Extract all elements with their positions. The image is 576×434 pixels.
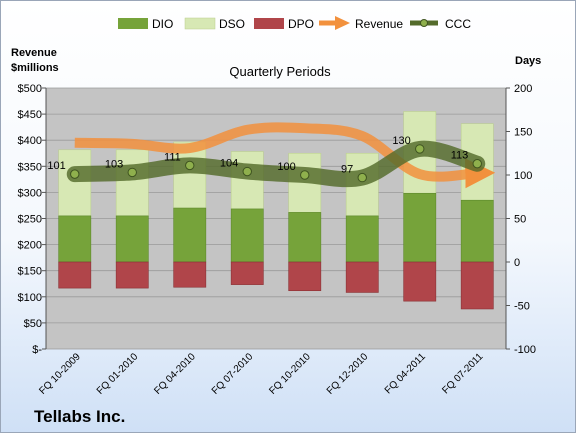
right-axis-label: Days [515,55,541,67]
right-axis-ticks: 200 150 100 50 0 -50 -100 [505,83,536,356]
left-tick-label: $400 [18,135,42,147]
x-category-label: FQ 12-2010 [325,351,371,397]
dso-bar [58,149,92,217]
dio-bar [173,207,207,263]
dio-bar [345,215,379,263]
ccc-point [70,169,80,179]
ccc-point [415,144,425,154]
dpo-bar [230,261,264,285]
dio-bar [460,199,494,263]
left-tick-label: $50 [24,318,42,330]
dso-bar [115,149,149,217]
ccc-ribbon [66,140,486,188]
ccc-value-label: 113 [451,150,469,162]
legend-dpo-swatch [254,18,284,29]
legend-ccc-label: CCC [445,17,471,31]
legend-dpo-label: DPO [288,17,314,31]
right-tick-label: 150 [514,127,532,139]
left-axis-ticks: $500 $450 $400 $350 $300 $250 $200 $150 $100 $50 $… [18,83,47,356]
legend-dio-label: DIO [152,17,173,31]
revenue-path [74,122,496,189]
dio-bar [115,215,149,263]
ccc-value-label: 100 [277,161,295,173]
dio-bar [403,192,437,263]
legend-dso-swatch [184,17,216,30]
chart-title: Quarterly Periods [229,64,331,79]
dpo-bar [403,261,437,302]
dio-bar [288,212,322,263]
left-tick-label: $150 [18,266,42,278]
legend-revenue-swatch [319,16,350,30]
x-axis-labels: FQ 10-2009 FQ 01-2010 FQ 04-2010 FQ 07-2010… [37,351,485,397]
x-category-label: FQ 07-2011 [440,351,485,396]
legend: DIO DSO DPO Revenue CCC [118,16,471,31]
left-tick-label: $- [32,344,42,356]
ccc-value-label: 111 [164,151,181,163]
ccc-value-label: 104 [220,158,238,170]
ccc-point [357,172,367,183]
bars [58,111,494,310]
legend-dio-swatch [118,18,148,29]
dpo-bar [58,261,92,289]
dio-bar [230,208,264,263]
x-category-label: FQ 07-2010 [210,351,256,397]
left-tick-label: $100 [18,292,42,304]
legend-revenue-label: Revenue [355,17,403,31]
ccc-point [185,160,195,171]
left-tick-label: $450 [18,109,42,121]
ccc-value-label: 103 [105,158,123,170]
dpo-bar [173,261,207,288]
legend-ccc-swatch [410,19,438,27]
dpo-bar [288,261,322,292]
x-category-label: FQ 10-2009 [37,351,83,397]
left-axis-label-line1: Revenue [11,47,57,59]
right-tick-label: 50 [514,214,526,226]
left-tick-label: $300 [18,187,42,199]
dpo-bar [115,261,149,289]
ccc-line: 101 103 111 104 100 97 130 113 [47,135,486,188]
ccc-point [242,166,252,177]
legend-dso-label: DSO [219,17,245,31]
ccc-value-label: 130 [392,135,410,147]
dio-bar [58,215,92,263]
x-category-label: FQ 04-2010 [152,351,198,397]
company-name: Tellabs Inc. [34,407,125,426]
left-tick-label: $200 [18,240,42,252]
ccc-point [300,170,310,180]
left-axis-label-line2: $millions [11,62,59,74]
left-tick-label: $500 [18,83,42,95]
left-tick-label: $350 [18,161,42,173]
ccc-value-label: 97 [341,164,353,176]
left-tick-label: $250 [18,214,42,226]
ccc-value-label: 101 [47,160,65,172]
ccc-point [472,158,482,169]
x-category-label: FQ 10-2010 [267,351,313,397]
right-tick-label: -50 [514,301,530,313]
revenue-line [74,122,496,189]
x-category-label: FQ 01-2010 [95,351,141,397]
x-category-label: FQ 04-2011 [383,351,428,396]
right-tick-label: -100 [514,344,536,356]
right-tick-label: 200 [514,83,532,95]
dpo-bar [345,261,379,293]
right-tick-label: 0 [514,257,520,269]
right-tick-label: 100 [514,170,532,182]
ccc-point [127,167,137,178]
dpo-bar [460,261,494,310]
